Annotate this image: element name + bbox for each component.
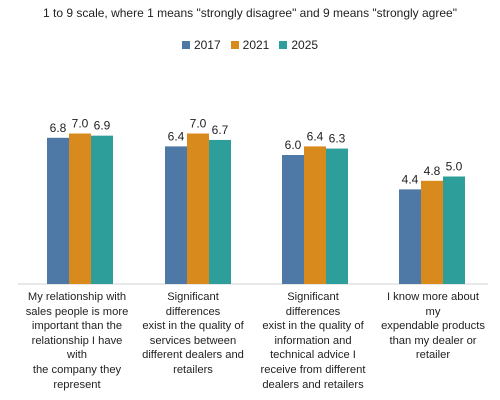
data-label-2021-cat-2: 7.0 (190, 117, 207, 131)
bar-2021-cat-3 (304, 146, 326, 284)
data-label-2021-cat-4: 4.8 (424, 164, 441, 178)
legend-item-2017: 2017 (181, 38, 221, 52)
legend-label-2025: 2025 (291, 38, 319, 52)
data-label-2017-cat-4: 4.4 (402, 172, 419, 186)
data-label-2025-cat-3: 6.3 (329, 132, 346, 146)
bar-2025-cat-4 (443, 176, 465, 284)
bar-2021-cat-1 (69, 133, 91, 284)
legend-swatch-2021 (230, 41, 239, 49)
legend-item-2025: 2025 (279, 38, 318, 52)
chart-subtitle: 1 to 9 scale, where 1 means "strongly di… (43, 6, 457, 20)
bar-2017-cat-2 (165, 146, 187, 284)
legend-item-2021: 2021 (230, 38, 270, 52)
bar-2017-cat-4 (399, 189, 421, 284)
chart-legend: 2017 2021 2025 (0, 38, 500, 52)
bar-2017-cat-3 (282, 155, 304, 284)
data-label-2025-cat-2: 6.7 (212, 123, 229, 137)
category-label-3: Significant differences exist in the qua… (260, 290, 366, 392)
bar-2021-cat-4 (421, 180, 443, 284)
data-label-2017-cat-1: 6.8 (50, 121, 67, 135)
legend-swatch-2017 (181, 41, 190, 49)
data-label-2021-cat-1: 7.0 (72, 117, 89, 131)
bar-2025-cat-1 (91, 135, 113, 284)
bar-2025-cat-3 (326, 148, 348, 284)
data-label-2021-cat-3: 6.4 (307, 129, 324, 143)
legend-label-2017: 2017 (193, 38, 221, 52)
legend-label-2021: 2021 (242, 38, 270, 52)
bar-2021-cat-2 (187, 133, 209, 284)
data-label-2017-cat-3: 6.0 (285, 138, 302, 152)
data-labels-layer: 6.8 7.0 6.9 6.4 7.0 6.7 6.0 6.4 6.3 4.4 4.8 5.0 (50, 117, 463, 187)
data-label-2017-cat-2: 6.4 (168, 129, 185, 143)
data-label-2025-cat-1: 6.9 (94, 119, 111, 133)
bar-2025-cat-2 (209, 139, 231, 284)
category-label-2: Significant differences exist in the qua… (140, 290, 246, 378)
category-label-4: I know more about my expendable products… (380, 290, 486, 363)
category-label-3-text: Significant differences exist in the qua… (260, 291, 366, 391)
category-label-1: My relationship with sales people is mor… (24, 290, 130, 392)
data-label-2025-cat-4: 5.0 (446, 160, 463, 174)
bar-2017-cat-1 (47, 137, 69, 284)
bars-layer (47, 133, 465, 284)
legend-swatch-2025 (279, 41, 288, 49)
category-label-4-text: I know more about my expendable products… (381, 291, 485, 362)
category-label-1-text: My relationship with sales people is mor… (25, 291, 129, 391)
category-label-2-text: Significant differences exist in the qua… (142, 291, 244, 376)
